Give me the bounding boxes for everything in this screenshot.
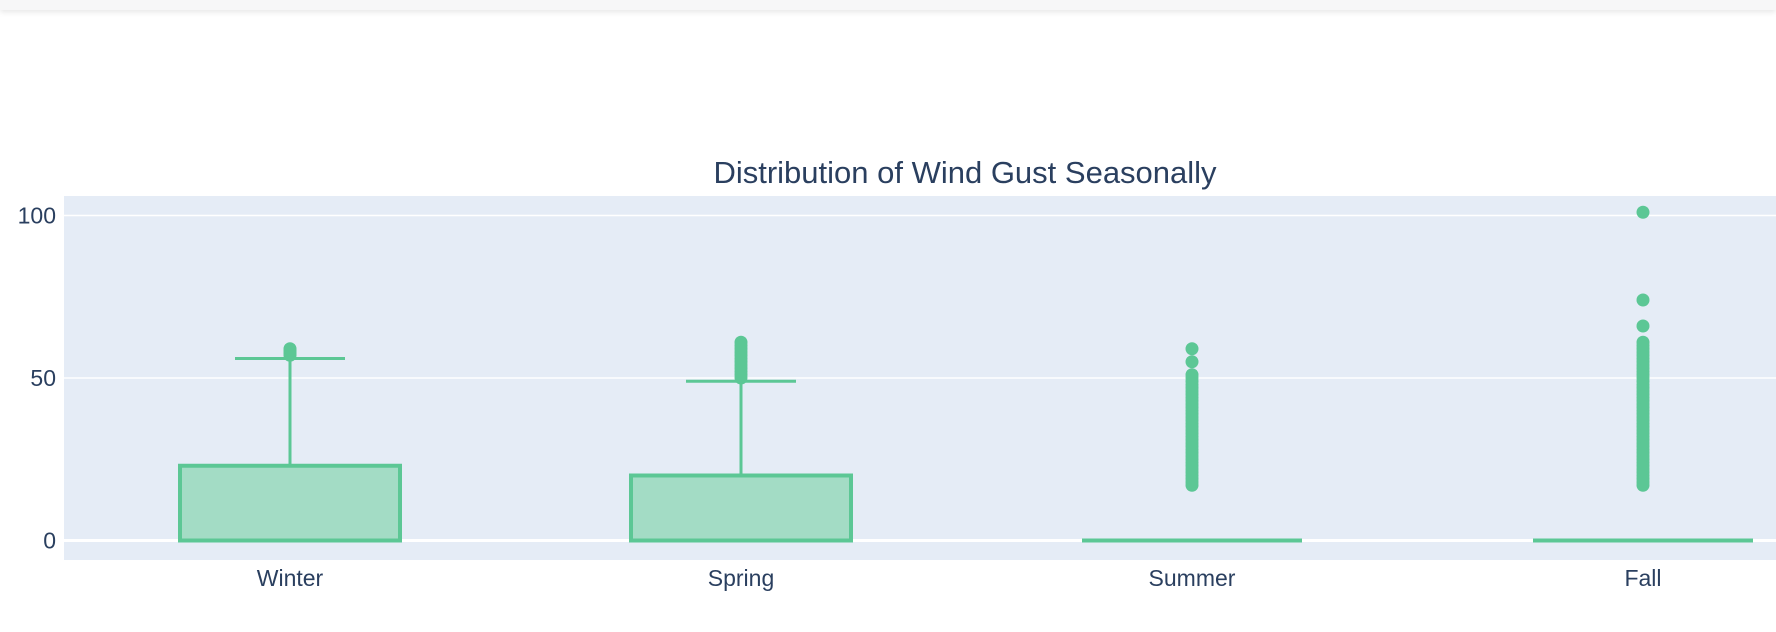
box-summer [1082, 342, 1302, 543]
outlier-point [1636, 293, 1650, 307]
x-tick-label: Summer [1149, 565, 1236, 591]
x-tick-label: Fall [1624, 565, 1661, 591]
box-spring [629, 335, 853, 543]
x-axis-ticks: Winter Spring Summer Fall [257, 565, 1662, 591]
box-fall [1533, 205, 1753, 543]
outlier-point [283, 342, 297, 356]
top-toolbar-strip [0, 0, 1776, 10]
y-tick-label: 100 [18, 203, 56, 229]
box-body [178, 463, 402, 543]
x-tick-label: Winter [257, 565, 324, 591]
y-tick-label: 50 [30, 365, 56, 391]
outlier-point [1185, 342, 1199, 356]
x-tick-label: Spring [708, 565, 774, 591]
outlier-point [1636, 205, 1650, 219]
outlier-point [1185, 355, 1199, 369]
outlier-point [734, 335, 748, 349]
outlier-point [1185, 368, 1199, 382]
box-body [629, 473, 853, 543]
box-winter [178, 342, 402, 543]
outlier-point [1636, 335, 1650, 349]
box-series [178, 205, 1753, 543]
outlier-point [1636, 319, 1650, 333]
y-axis-ticks: 0 50 100 [18, 203, 56, 554]
y-tick-label: 0 [43, 528, 56, 554]
chart-title: Distribution of Wind Gust Seasonally [713, 155, 1217, 190]
